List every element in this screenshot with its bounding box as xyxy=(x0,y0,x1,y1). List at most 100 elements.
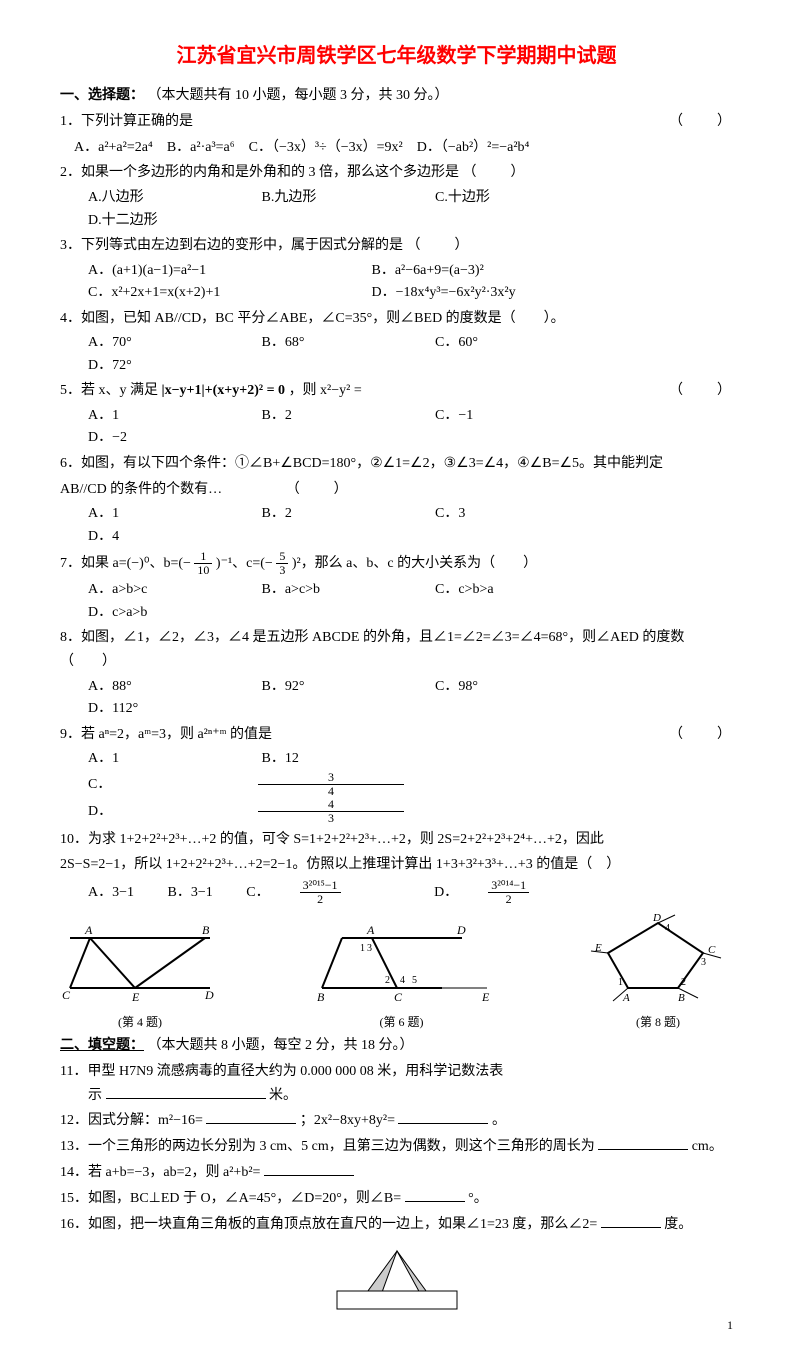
q7-D: D．c>a>b xyxy=(88,602,228,624)
fig4-svg: A B C E D xyxy=(60,923,220,1003)
q9-Dpre: D． xyxy=(88,801,228,823)
q12: 12．因式分解：m²−16= ；2x²−8xy+8y²= 。 xyxy=(60,1109,733,1133)
q16-svg xyxy=(317,1246,477,1326)
svg-text:5: 5 xyxy=(412,975,417,986)
q10-Dpre: D． xyxy=(434,882,458,904)
q9-A: A．1 xyxy=(88,748,228,770)
svg-text:D: D xyxy=(652,913,661,924)
q12-c: 。 xyxy=(492,1113,506,1128)
q3-B: B．a²−6a+9=(a−3)² xyxy=(372,263,484,278)
q11-blank[interactable] xyxy=(106,1084,266,1099)
q6-line1: 6．如图，有以下四个条件：①∠B+∠BCD=180°，②∠1=∠2，③∠3=∠4… xyxy=(60,452,733,476)
q8: 8．如图，∠1，∠2，∠3，∠4 是五边形 ABCDE 的外角，且∠1=∠2=∠… xyxy=(60,626,733,674)
q10-l1: 10．为求 1+2+2²+2³+…+2 的值，可令 S=1+2+2²+2³+…+… xyxy=(60,828,733,852)
q7: 7．如果 a=(−)⁰、b=(− 110 )⁻¹、c=(− 53 )²，那么 a… xyxy=(60,550,733,577)
q4-B: B．68° xyxy=(262,332,402,354)
q7-A: A．a>b>c xyxy=(88,579,228,601)
q9-options: A．1 B．12 C．34 D．43 xyxy=(60,748,733,825)
q13: 13．一个三角形的两边长分别为 3 cm、5 cm，且第三边为偶数，则这个三角形… xyxy=(60,1135,733,1159)
svg-text:E: E xyxy=(481,990,490,1003)
q15-b: °。 xyxy=(468,1191,488,1206)
q7-f2d: 3 xyxy=(276,564,288,577)
q11: 11．甲型 H7N9 流感病毒的直径大约为 0.000 000 08 米，用科学… xyxy=(60,1060,733,1108)
q7-f1n: 1 xyxy=(194,550,212,564)
q10-B: B．3−1 xyxy=(168,882,213,904)
q3-row1: A．(a+1)(a−1)=a²−1 B．a²−6a+9=(a−3)² xyxy=(60,260,733,282)
q7-C: C．c>b>a xyxy=(435,579,575,601)
q9-Dn: 4 xyxy=(258,798,404,812)
q10-Dd: 2 xyxy=(488,893,529,906)
page-title: 江苏省宜兴市周铁学区七年级数学下学期期中试题 xyxy=(60,40,733,72)
q16-figure xyxy=(60,1246,733,1334)
q10-D: D．3²⁰¹⁴−12 xyxy=(434,879,589,906)
q12-blank1[interactable] xyxy=(206,1109,296,1124)
q5-D: D．−2 xyxy=(88,427,228,449)
q11-a: 11．甲型 H7N9 流感病毒的直径大约为 0.000 000 08 米，用科学… xyxy=(60,1064,503,1079)
svg-text:B: B xyxy=(678,992,685,1003)
q5-expr: |x−y+1|+(x+y+2)² = 0 xyxy=(162,383,286,398)
q11-b: 示 xyxy=(60,1088,102,1103)
q9-text: 9．若 aⁿ=2，aᵐ=3，则 a²ⁿ⁺ᵐ 的值是 xyxy=(60,727,272,742)
q9-Cn: 3 xyxy=(258,771,404,785)
section-1-label: 一、选择题： xyxy=(60,88,144,103)
q8-C: C．98° xyxy=(435,676,575,698)
q4-D: D．72° xyxy=(88,355,228,377)
q14-blank[interactable] xyxy=(264,1161,354,1176)
q6-B: B．2 xyxy=(262,503,402,525)
q5-B: B．2 xyxy=(262,405,402,427)
section-1-header: 一、选择题： （本大题共有 10 小题，每小题 3 分，共 30 分。） xyxy=(60,84,733,108)
svg-text:E: E xyxy=(594,942,602,954)
svg-text:4: 4 xyxy=(665,923,670,934)
q5-A: A．1 xyxy=(88,405,228,427)
q9-B: B．12 xyxy=(262,748,402,770)
q8-D: D．112° xyxy=(88,698,228,720)
q6-line2: AB//CD 的条件的个数有… （ ） xyxy=(60,478,733,502)
q3-text: 3．下列等式由左边到右边的变形中，属于因式分解的是 xyxy=(60,238,403,253)
q8-B: B．92° xyxy=(262,676,402,698)
q6-D: D．4 xyxy=(88,526,228,548)
q7-options: A．a>b>c B．a>c>b C．c>b>a D．c>a>b xyxy=(60,579,733,624)
q2-options: A.八边形 B.九边形 C.十边形 D.十二边形 xyxy=(60,187,733,232)
q8-A: A．88° xyxy=(88,676,228,698)
q7-b: )⁻¹、c=(− xyxy=(216,556,273,571)
section-2-label: 二、填空题： xyxy=(60,1038,144,1053)
svg-text:C: C xyxy=(708,944,716,956)
q5-options: A．1 B．2 C．−1 D．−2 xyxy=(60,405,733,450)
section-1-note: （本大题共有 10 小题，每小题 3 分，共 30 分。） xyxy=(148,88,449,103)
q1-paren: （ ） xyxy=(669,110,733,134)
q11-c: 米。 xyxy=(269,1088,297,1103)
q10-A: A．3−1 xyxy=(88,882,134,904)
q15: 15．如图，BC⊥ED 于 O，∠A=45°，∠D=20°，则∠B= °。 xyxy=(60,1187,733,1211)
q10-l2: 2S−S=2−1，所以 1+2+2²+2³+…+2=2−1。仿照以上推理计算出 … xyxy=(60,853,733,877)
svg-text:B: B xyxy=(317,990,325,1003)
svg-text:3: 3 xyxy=(367,943,372,954)
svg-text:4: 4 xyxy=(400,975,405,986)
fig8-label: (第 8 题) xyxy=(583,1013,733,1032)
q5-text-b: ，则 x²−y² = xyxy=(289,383,362,398)
q9-Cpre: C． xyxy=(88,774,228,796)
q5: 5．若 x、y 满足 |x−y+1|+(x+y+2)² = 0 ，则 x²−y²… xyxy=(60,379,733,403)
q9: 9．若 aⁿ=2，aᵐ=3，则 a²ⁿ⁺ᵐ 的值是 （ ） xyxy=(60,723,733,747)
q1-text: 1．下列计算正确的是 xyxy=(60,114,193,129)
fig8-svg: A B C D E 1 2 3 4 xyxy=(583,913,733,1003)
q13-blank[interactable] xyxy=(598,1135,688,1150)
q9-Dd: 3 xyxy=(258,812,404,825)
q3-paren: （ ） xyxy=(407,238,471,253)
q16: 16．如图，把一块直角三角板的直角顶点放在直尺的一边上，如果∠1=23 度，那么… xyxy=(60,1213,733,1237)
q10-Cn: 3²⁰¹⁵−1 xyxy=(300,879,341,893)
q10-C: C．3²⁰¹⁵−12 xyxy=(246,879,400,906)
q14: 14．若 a+b=−3，ab=2，则 a²+b²= xyxy=(60,1161,733,1185)
q12-a: 12．因式分解：m²−16= xyxy=(60,1113,203,1128)
svg-text:B: B xyxy=(202,923,210,937)
q12-blank2[interactable] xyxy=(398,1109,488,1124)
svg-text:E: E xyxy=(131,990,140,1003)
q9-D: D． 43 xyxy=(88,798,464,825)
q16-blank[interactable] xyxy=(601,1213,661,1228)
q7-B: B．a>c>b xyxy=(262,579,402,601)
fig6-svg: A D B C E 3 1 2 4 5 xyxy=(312,923,492,1003)
q6-C: C．3 xyxy=(435,503,575,525)
q1: 1．下列计算正确的是 （ ） xyxy=(60,110,733,134)
q15-blank[interactable] xyxy=(405,1187,465,1202)
q2: 2．如果一个多边形的内角和是外角和的 3 倍，那么这个多边形是 （ ） xyxy=(60,161,733,185)
svg-text:A: A xyxy=(622,992,630,1003)
